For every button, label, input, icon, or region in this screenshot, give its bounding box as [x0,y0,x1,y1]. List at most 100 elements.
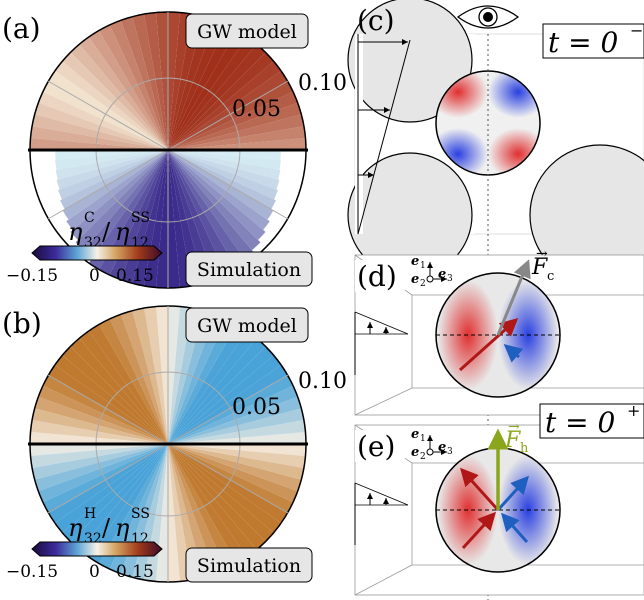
polar-wedge [32,408,169,444]
polar-wedge [168,444,306,457]
polar-wedge [168,91,298,150]
polar-wedge [168,444,306,468]
panel-c: (c) t = 0 − [347,0,644,600]
colorbar-a-eta: η [68,218,83,246]
polar-wedge [144,12,168,150]
polar-wedge [30,137,168,150]
polar-wedge [168,126,306,150]
polar-wedge [168,375,294,444]
polar-wedge [99,150,168,276]
polar-wedge [56,150,169,190]
panel-c-time: t = 0 [548,26,618,59]
axis-triad-e: e 1 e 2 e 3 [411,427,453,462]
polar-b-tick-010: 0.10 [298,369,347,394]
polar-wedge [30,431,168,444]
force-c-arrow [496,259,531,336]
polar-wedge [34,444,168,492]
polar-wedge [168,318,237,444]
polar-wedge [155,306,168,444]
polar-b-bottom-label: Simulation [197,555,301,577]
polar-wedge [168,444,298,503]
polar-wedge [55,150,168,160]
polar-wedge [168,20,227,150]
polar-wedge [168,444,304,480]
svg-text:1: 1 [420,434,426,444]
panel-e-time: t = 0 [545,406,615,439]
polar-b-axes [28,305,308,583]
polar-wedge [155,12,168,150]
svg-text:e: e [411,254,419,269]
polar-wedge [34,396,168,444]
polar-wedge [81,150,168,261]
polar-wedge [34,102,168,150]
polar-wedge [168,444,237,570]
colorbar-a-sup: C [84,210,95,226]
polar-wedge [168,396,302,444]
polar-wedge [168,150,192,288]
polar-wedge [168,444,302,492]
polar-wedge [168,114,304,150]
polar-b-top-box: GW model [185,307,309,343]
polar-wedge [132,308,168,444]
colorbar-a-tick-zero: 0 [89,266,100,286]
panel-e-time-sup: + [627,401,640,420]
force-h-label: F [504,428,521,453]
colorbar-a-tick-max: 0.15 [116,266,154,286]
polar-wedge [168,306,181,444]
central-particle-c [436,71,540,175]
polar-wedge [38,444,168,503]
colorbar-b-sup: H [84,506,96,522]
polar-wedge [109,314,168,444]
polar-a-tick-010: 0.10 [298,71,347,96]
polar-wedge [42,444,168,513]
force-c-sub: c [547,269,554,284]
colorbar-b-eta: η [68,514,83,542]
svg-text:e: e [411,445,419,460]
polar-wedge [168,150,237,276]
polar-wedge [168,150,227,280]
polar-a-top-box: GW model [185,13,309,49]
colorbar-a-denom: η [115,218,130,246]
polar-b-bottom-box: Simulation [185,547,313,583]
colorbar-a-slash: / [102,218,111,246]
force-h-vec: → [508,419,520,435]
panel-label-e: (e) [357,430,395,463]
panel-label-d: (d) [357,260,397,293]
polar-wedge [32,444,169,480]
polar-b-top-label: GW model [197,315,297,337]
polar-wedge [168,150,181,288]
polar-a-bottom-box: Simulation [185,251,313,287]
polar-wedge [168,444,216,578]
polar-wedge [168,310,216,444]
colorbar-b-tick-min: −0.15 [6,562,58,582]
colorbar-b-denom-sup: SS [131,506,150,522]
svg-text:2: 2 [420,279,426,289]
polar-wedge [168,12,181,150]
svg-text:2: 2 [420,452,426,462]
polar-wedge [60,150,168,210]
force-c-label: F [531,255,548,280]
polar-wedge [30,420,168,444]
velocity-arrow-blue [503,344,524,363]
polar-wedge [168,102,302,150]
axis-triad-d: e 1 e 2 e 3 [411,254,453,289]
colorbar-a-tick-min: −0.15 [6,266,58,286]
polar-wedge [168,150,270,230]
panel-label-a: (a) [2,12,41,45]
panel-label-c: (c) [357,4,395,37]
eye-icon [456,5,520,29]
polar-wedge [168,150,266,241]
svg-text:3: 3 [447,447,453,457]
polar-wedge [109,20,168,150]
polar-wedge [30,444,168,457]
polar-wedge [99,444,168,570]
svg-text:e: e [411,272,419,287]
colorbar-b-tick-zero: 0 [89,562,100,582]
panel-d: F → c e 1 e 2 e 3 (d) [354,246,644,416]
polar-wedge [55,150,168,180]
polar-wedge [168,150,276,210]
polar-wedge [168,150,281,170]
polar-a-axes [28,11,308,289]
polar-wedge [132,14,168,151]
